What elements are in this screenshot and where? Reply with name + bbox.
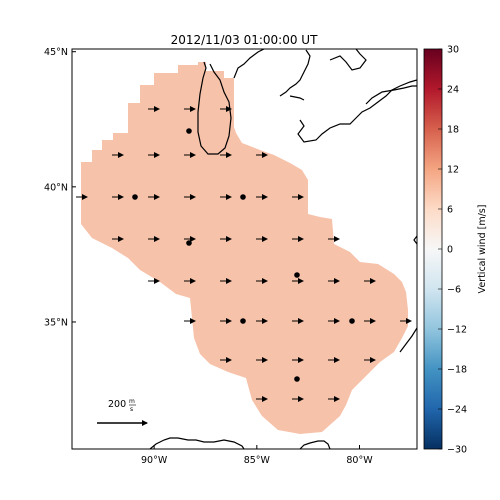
- michigan-thumb-coast: [297, 79, 417, 143]
- colorbar-tick-label: 12: [447, 165, 459, 176]
- atlantic-coast: [399, 235, 417, 353]
- latitude-tick-labels: 45°N 40°N 35°N: [44, 47, 76, 328]
- colorbar-tick-label: 18: [447, 125, 459, 136]
- latitude-label: 40°N: [44, 182, 68, 193]
- colorbar-tick-label: −12: [447, 325, 467, 336]
- scale-arrow-value: 200: [108, 399, 126, 410]
- station-point: [240, 318, 246, 324]
- latitude-label: 45°N: [44, 47, 68, 58]
- colorbar-tick-label: 24: [447, 85, 459, 96]
- colorbar-tick-label: −18: [447, 365, 467, 376]
- station-point-layer: [132, 128, 355, 382]
- station-point: [294, 272, 300, 278]
- map-frame: [71, 48, 418, 450]
- colorbar-tick-labels: 30 24 18 12 6 0 −6 −12 −18 −24 −30: [438, 45, 467, 456]
- station-point: [132, 194, 138, 200]
- station-point: [186, 128, 192, 134]
- lake-huron-outline: [233, 49, 265, 79]
- colorbar-tick-label: −30: [447, 445, 467, 456]
- longitude-label: 90°W: [141, 455, 168, 466]
- longitude-label: 85°W: [244, 455, 271, 466]
- longitude-tick-labels: 90°W 85°W 80°W: [141, 445, 373, 466]
- scale-arrow-unit-numerator: m: [129, 398, 135, 405]
- colorbar-tick-label: 6: [447, 205, 453, 216]
- lake-erie-outline: [279, 49, 311, 101]
- gulf-coast: [149, 437, 331, 449]
- colorbar-tick-label: 0: [447, 245, 453, 256]
- colorbar-tick-label: 30: [447, 45, 459, 56]
- longitude-label: 80°W: [346, 455, 373, 466]
- colorbar: 30 24 18 12 6 0 −6 −12 −18 −24 −30 Vertical wind […: [423, 45, 488, 456]
- wind-vector-layer: [76, 106, 412, 402]
- colorbar-label: Vertical wind [m/s]: [477, 205, 488, 294]
- scale-arrow-legend: 200 m s: [97, 398, 148, 426]
- station-point: [349, 318, 355, 324]
- station-point: [186, 240, 192, 246]
- coastline-layer: [149, 49, 417, 449]
- colorbar-tick-label: −24: [447, 405, 467, 416]
- colorbar-tick-label: −6: [447, 285, 461, 296]
- georgian-bay-outline: [329, 49, 367, 71]
- scale-arrow-unit-denominator: s: [130, 406, 133, 413]
- latitude-label: 35°N: [44, 317, 68, 328]
- wind-field-region: [81, 62, 408, 434]
- map-title: 2012/11/03 01:00:00 UT: [171, 33, 318, 47]
- lake-michigan-outline: [197, 61, 232, 155]
- station-point: [294, 376, 300, 382]
- lake-ontario-outline: [365, 85, 417, 105]
- station-point: [240, 194, 246, 200]
